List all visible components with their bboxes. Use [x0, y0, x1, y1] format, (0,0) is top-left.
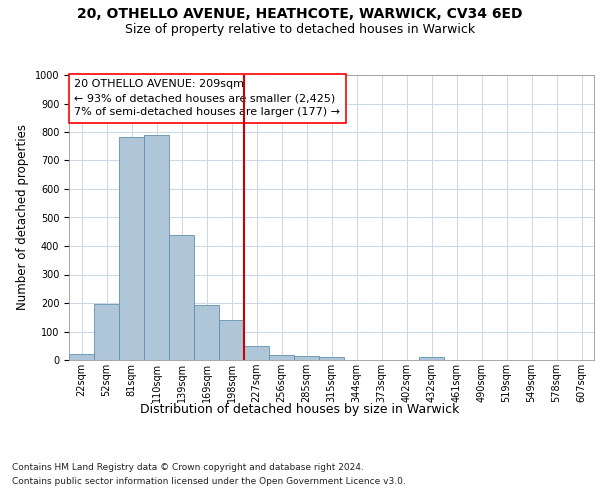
Bar — [144, 135, 169, 360]
Bar — [119, 137, 144, 360]
Text: Contains HM Land Registry data © Crown copyright and database right 2024.: Contains HM Land Registry data © Crown c… — [12, 462, 364, 471]
Bar — [419, 357, 444, 360]
Bar — [269, 355, 294, 360]
Bar — [69, 354, 94, 360]
Text: Distribution of detached houses by size in Warwick: Distribution of detached houses by size … — [140, 402, 460, 415]
Text: 20, OTHELLO AVENUE, HEATHCOTE, WARWICK, CV34 6ED: 20, OTHELLO AVENUE, HEATHCOTE, WARWICK, … — [77, 8, 523, 22]
Bar — [244, 346, 269, 360]
Bar — [169, 235, 194, 360]
Bar — [94, 304, 119, 360]
Text: Size of property relative to detached houses in Warwick: Size of property relative to detached ho… — [125, 22, 475, 36]
Bar — [194, 306, 219, 360]
Text: 20 OTHELLO AVENUE: 209sqm
← 93% of detached houses are smaller (2,425)
7% of sem: 20 OTHELLO AVENUE: 209sqm ← 93% of detac… — [74, 80, 340, 118]
Bar — [219, 320, 244, 360]
Bar — [319, 356, 344, 360]
Bar — [294, 356, 319, 360]
Text: Contains public sector information licensed under the Open Government Licence v3: Contains public sector information licen… — [12, 478, 406, 486]
Y-axis label: Number of detached properties: Number of detached properties — [16, 124, 29, 310]
